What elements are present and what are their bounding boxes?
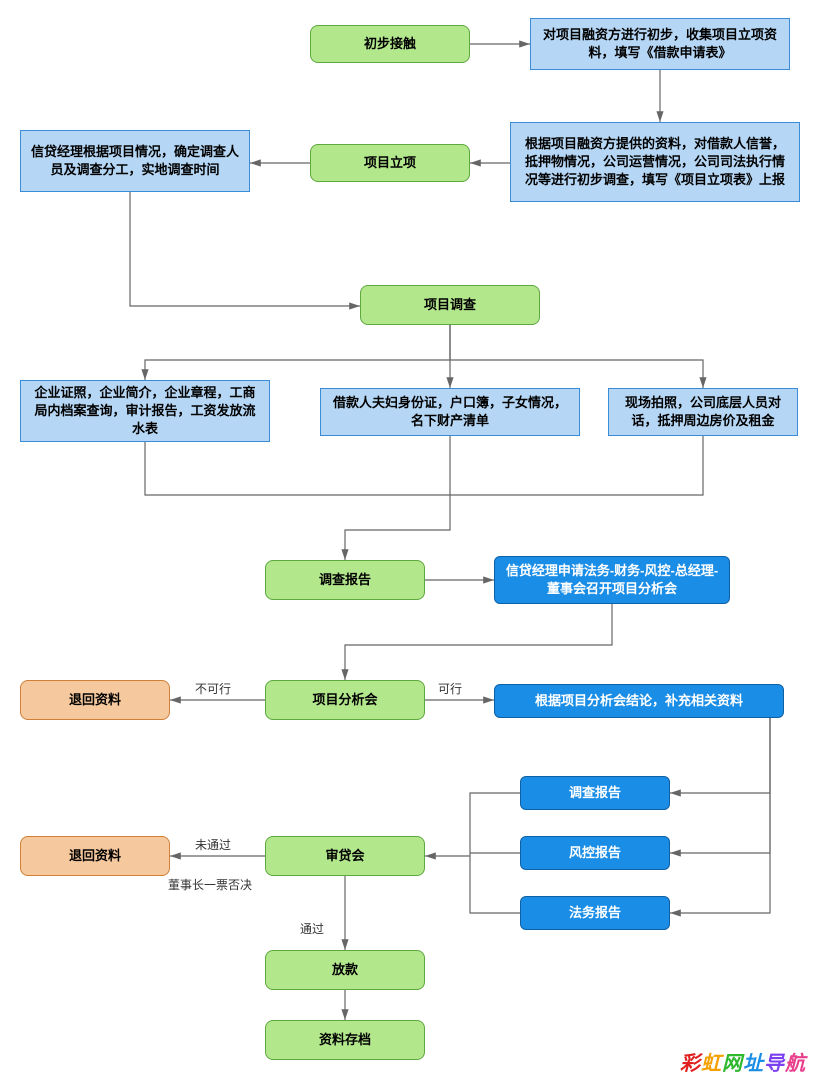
edge	[470, 856, 520, 913]
edge	[130, 192, 360, 306]
node-n1: 初步接触	[310, 25, 470, 63]
edge-label: 不可行	[195, 680, 231, 697]
node-n7: 企业证照，企业简介，企业章程，工商局内档案查询，审计报告，工资发放流水表	[20, 380, 270, 442]
edge-label: 未通过	[195, 836, 231, 853]
edge	[470, 793, 520, 856]
node-n20: 放款	[265, 950, 425, 990]
edge	[345, 495, 450, 560]
edge	[450, 436, 703, 495]
edge-label: 通过	[300, 920, 324, 937]
edge-label: 可行	[438, 680, 462, 697]
wm-char: 导	[764, 1053, 785, 1075]
watermark: 彩虹网址导航	[680, 1047, 806, 1076]
node-n11: 信贷经理申请法务-财务-风控-总经理-董事会召开项目分析会	[494, 556, 730, 604]
wm-char: 址	[743, 1053, 764, 1075]
node-n9: 现场拍照，公司底层人员对话，抵押周边房价及租金	[608, 388, 798, 436]
node-n16: 风控报告	[520, 836, 670, 870]
edge	[670, 718, 770, 793]
edge	[145, 325, 450, 380]
wm-char: 航	[785, 1053, 806, 1075]
node-n6: 项目调查	[360, 285, 540, 325]
node-n12: 项目分析会	[265, 680, 425, 720]
node-n4: 项目立项	[310, 144, 470, 182]
wm-char: 网	[722, 1053, 743, 1075]
edge	[670, 718, 770, 913]
node-n2: 对项目融资方进行初步，收集项目立项资料，填写《借款申请表》	[530, 18, 790, 70]
node-n13: 退回资料	[20, 680, 170, 720]
edge	[450, 325, 703, 388]
extra-label: 董事长一票否决	[168, 876, 252, 893]
node-n14: 根据项目分析会结论，补充相关资料	[494, 684, 784, 718]
wm-char: 虹	[701, 1053, 722, 1075]
wm-char: 彩	[680, 1053, 701, 1075]
edge	[345, 604, 612, 680]
node-n19: 退回资料	[20, 836, 170, 876]
node-n18: 审贷会	[265, 836, 425, 876]
node-n21: 资料存档	[265, 1020, 425, 1060]
edge	[670, 718, 770, 853]
node-n15: 调查报告	[520, 776, 670, 810]
node-n3: 根据项目融资方提供的资料，对借款人信誉，抵押物情况，公司运营情况，公司司法执行情…	[510, 122, 800, 202]
edge	[145, 442, 450, 495]
node-n17: 法务报告	[520, 896, 670, 930]
node-n10: 调查报告	[265, 560, 425, 600]
node-n8: 借款人夫妇身份证，户口簿，子女情况，名下财产清单	[320, 388, 580, 436]
node-n5: 信贷经理根据项目情况，确定调查人员及调查分工，实地调查时间	[20, 130, 250, 192]
